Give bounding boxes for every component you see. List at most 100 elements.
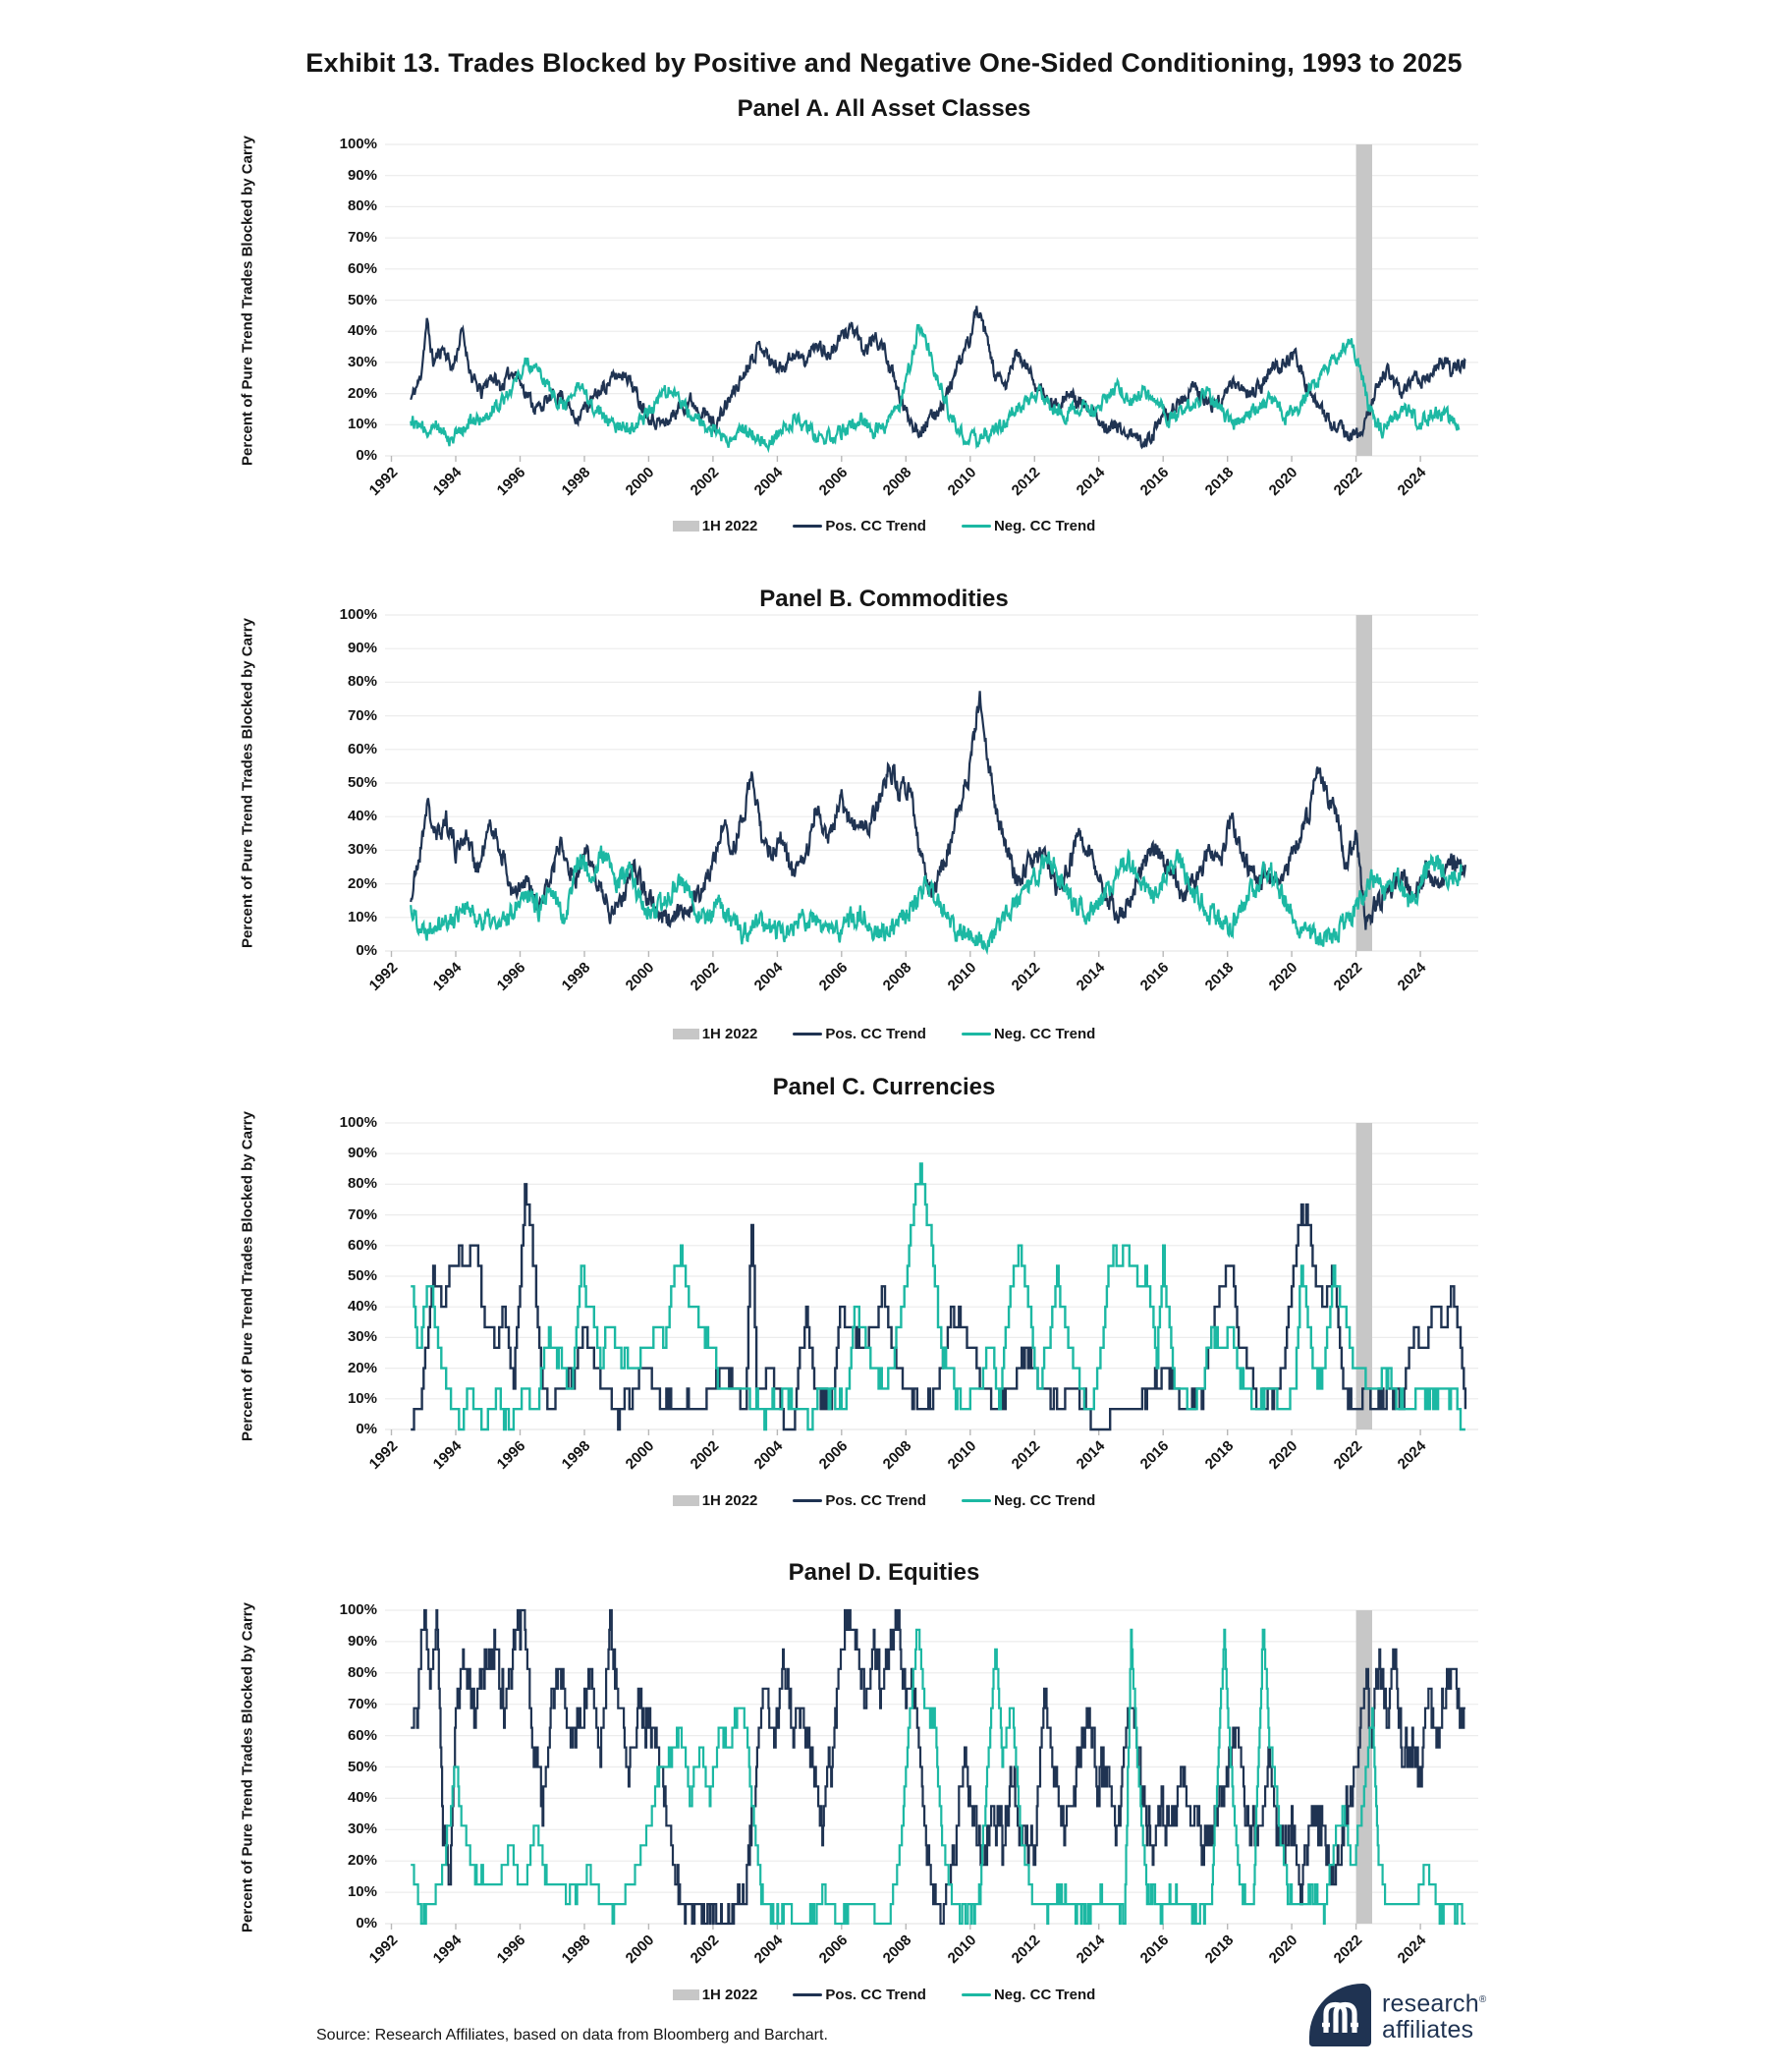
neg-cc-trend-line [410, 323, 1461, 454]
y-tick-label: 20% [347, 384, 377, 402]
band-swatch-icon [672, 1029, 699, 1039]
y-tick-label: 30% [347, 1328, 377, 1346]
y-tick-label: 40% [347, 808, 377, 825]
neg-line-swatch-icon [961, 1033, 991, 1036]
legend-item-band: 1H 2022 [672, 1492, 758, 1509]
legend-pos-label: Pos. CC Trend [825, 518, 926, 534]
y-tick-label: 90% [347, 166, 377, 184]
legend-band-label: 1H 2022 [701, 1492, 758, 1509]
y-tick-label: 50% [347, 291, 377, 308]
logo-wordmark: research® affiliates [1382, 1988, 1487, 2044]
neg-line-swatch-icon [961, 1993, 991, 1996]
panel-a-title: Panel A. All Asset Classes [737, 95, 1031, 122]
y-tick-label: 70% [347, 1695, 377, 1712]
legend-pos-label: Pos. CC Trend [825, 1492, 926, 1509]
y-tick-label: 80% [347, 197, 377, 215]
panel-c-title: Panel C. Currencies [772, 1074, 996, 1100]
legend-item-band: 1H 2022 [672, 1026, 758, 1042]
legend: 1H 2022 Pos. CC Trend Neg. CC Trend [0, 1987, 1768, 2003]
y-tick-label: 40% [347, 322, 377, 340]
pos-line-swatch-icon [793, 1993, 823, 1996]
panel-d-title: Panel D. Equities [788, 1559, 980, 1586]
legend: 1H 2022 Pos. CC Trend Neg. CC Trend [0, 1026, 1768, 1042]
legend-band-label: 1H 2022 [701, 1987, 758, 2003]
panel-b-title: Panel B. Commodities [759, 586, 1009, 612]
legend-band-label: 1H 2022 [701, 518, 758, 534]
band-swatch-icon [672, 521, 699, 532]
legend-item-pos: Pos. CC Trend [793, 1026, 926, 1042]
y-tick-label: 60% [347, 740, 377, 757]
logo-line-1: research® [1382, 1989, 1487, 2018]
panel-c-plot [385, 1122, 1478, 1435]
legend-pos-label: Pos. CC Trend [825, 1987, 926, 2003]
legend-neg-label: Neg. CC Trend [993, 518, 1096, 534]
ra-monogram-icon [1322, 2001, 1358, 2033]
y-tick-label: 80% [347, 1663, 377, 1681]
neg-line-swatch-icon [961, 525, 991, 528]
pos-line-swatch-icon [793, 525, 823, 528]
neg-cc-trend-line [410, 845, 1464, 956]
y-axis-title: Percent of Pure Trend Trades Blocked by … [239, 1601, 256, 1932]
y-tick-label: 40% [347, 1789, 377, 1807]
y-tick-label: 50% [347, 1758, 377, 1775]
y-tick-label: 20% [347, 1359, 377, 1376]
y-tick-label: 60% [347, 259, 377, 277]
1h-2022-band [1355, 144, 1372, 456]
y-tick-label: 100% [339, 1114, 377, 1131]
y-tick-label: 70% [347, 229, 377, 247]
y-tick-label: 10% [347, 1883, 377, 1901]
legend-neg-label: Neg. CC Trend [993, 1492, 1096, 1509]
y-tick-label: 70% [347, 1205, 377, 1223]
y-tick-label: 0% [356, 447, 377, 464]
y-tick-label: 30% [347, 1820, 377, 1838]
band-swatch-icon [672, 1495, 699, 1506]
logo-line-2: affiliates [1382, 2015, 1474, 2044]
legend-item-band: 1H 2022 [672, 1987, 758, 2003]
ra-logo-mark-icon [1309, 1984, 1371, 2046]
y-tick-label: 20% [347, 1852, 377, 1870]
y-tick-label: 10% [347, 416, 377, 433]
legend-item-pos: Pos. CC Trend [793, 1492, 926, 1509]
y-tick-label: 50% [347, 1267, 377, 1284]
panel-b-plot [385, 614, 1478, 957]
y-tick-label: 0% [356, 1421, 377, 1437]
y-tick-label: 90% [347, 1145, 377, 1162]
1h-2022-band [1355, 1123, 1372, 1429]
y-tick-label: 50% [347, 774, 377, 791]
y-tick-label: 10% [347, 908, 377, 925]
pos-line-swatch-icon [793, 1499, 823, 1502]
pos-cc-trend-line [410, 306, 1466, 450]
pos-cc-trend-line [411, 1608, 1465, 1926]
exhibit-title: Exhibit 13. Trades Blocked by Positive a… [305, 48, 1463, 79]
source-note: Source: Research Affiliates, based on da… [316, 2027, 828, 2044]
y-tick-label: 80% [347, 673, 377, 691]
y-tick-label: 30% [347, 841, 377, 859]
y-tick-label: 60% [347, 1726, 377, 1744]
registered-mark-icon: ® [1478, 1994, 1487, 2006]
legend-item-pos: Pos. CC Trend [793, 1987, 926, 2003]
y-tick-label: 40% [347, 1298, 377, 1316]
y-tick-label: 100% [339, 606, 377, 623]
legend-pos-label: Pos. CC Trend [825, 1026, 926, 1042]
panel-d-plot [385, 1608, 1478, 1930]
y-tick-label: 80% [347, 1175, 377, 1193]
pos-line-swatch-icon [793, 1033, 823, 1036]
neg-cc-trend-line [411, 1162, 1465, 1431]
y-tick-label: 0% [356, 1915, 377, 1932]
legend-neg-label: Neg. CC Trend [993, 1026, 1096, 1042]
legend-band-label: 1H 2022 [701, 1026, 758, 1042]
neg-cc-trend-line [411, 1628, 1465, 1926]
y-tick-label: 90% [347, 1632, 377, 1650]
y-tick-label: 100% [339, 136, 377, 152]
legend-neg-label: Neg. CC Trend [993, 1987, 1096, 2003]
legend: 1H 2022 Pos. CC Trend Neg. CC Trend [0, 1492, 1768, 1509]
legend-item-neg: Neg. CC Trend [961, 1492, 1096, 1509]
legend-item-pos: Pos. CC Trend [793, 518, 926, 534]
legend-item-neg: Neg. CC Trend [961, 518, 1096, 534]
legend-item-neg: Neg. CC Trend [961, 1026, 1096, 1042]
research-affiliates-logo: research® affiliates [1309, 1984, 1486, 2046]
